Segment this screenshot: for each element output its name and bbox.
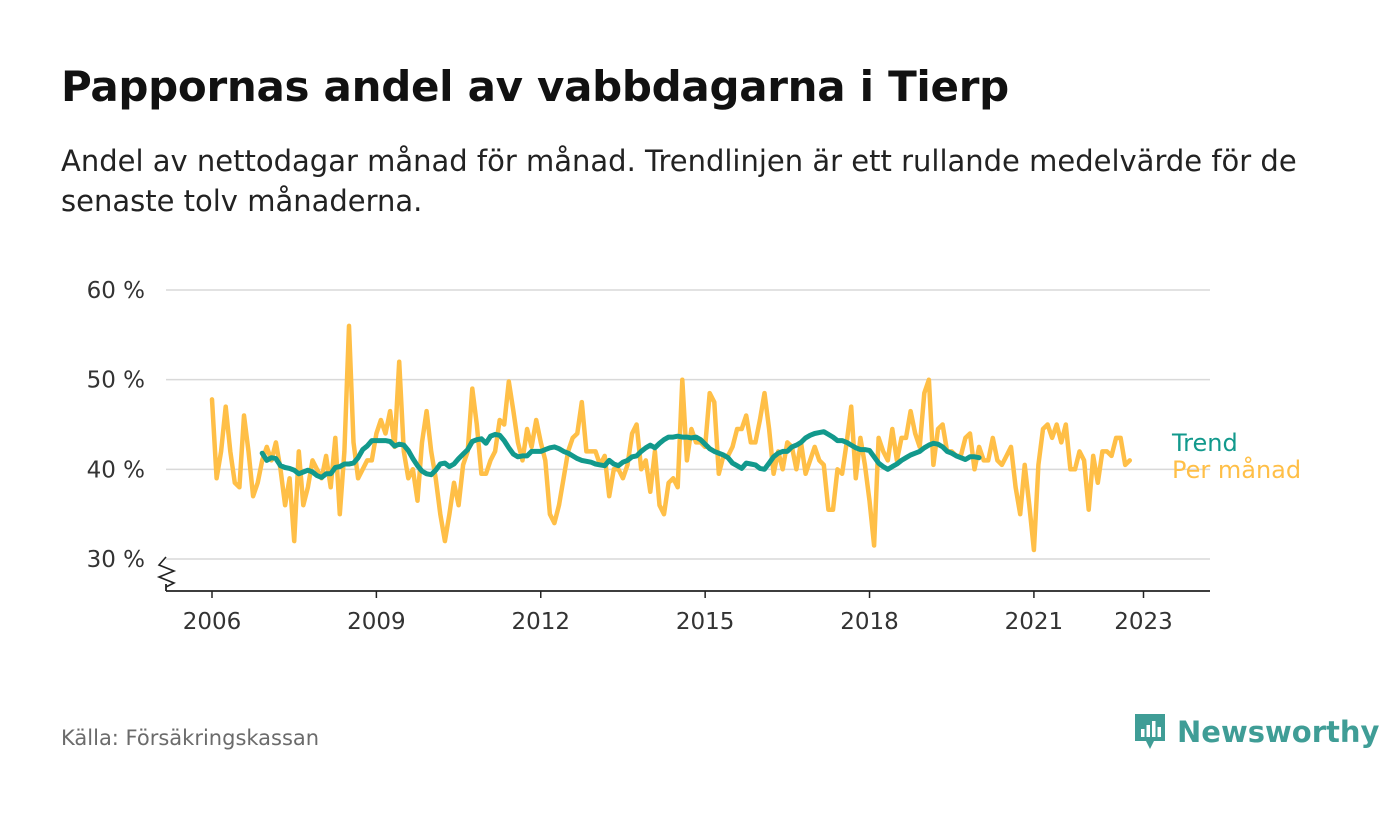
newsworthy-logo-icon [1135,714,1165,749]
y-tick-label: 50 % [87,368,145,394]
source-note: Källa: Försäkringskassan [61,726,320,750]
chart-subtitle: Andel av nettodagar månad för månad. Tre… [61,144,1297,218]
x-tick-label: 2006 [183,609,242,635]
gridlines [166,289,1210,560]
y-tick-label: 60 % [87,278,145,304]
chart-title: Pappornas andel av vabbdagarna i Tierp [61,62,1009,111]
legend-label-per-manad: Per månad [1172,455,1301,484]
brand-name: Newsworthy [1177,715,1380,749]
brand-logo[interactable]: Newsworthy [1133,712,1379,752]
trend-series-line [259,429,982,480]
x-tick-label: 2009 [347,609,406,635]
series-lines [209,323,1133,553]
x-tick-label: 2012 [511,609,570,635]
y-tick-label: 40 % [87,457,145,483]
x-axis-tick-labels: 2006 2009 2012 2015 2018 2021 2023 [183,609,1173,635]
x-tick-label: 2018 [840,609,899,635]
x-tick-label: 2021 [1005,609,1064,635]
y-tick-label: 30 % [87,547,145,573]
legend-label-trend: Trend [1171,429,1238,457]
axes [156,556,1210,598]
x-tick-label: 2015 [676,609,735,635]
y-axis-tick-labels: 30 % 40 % 50 % 60 % [87,278,145,573]
axis-break-zigzag [156,556,177,588]
x-tick-label: 2023 [1114,609,1173,635]
